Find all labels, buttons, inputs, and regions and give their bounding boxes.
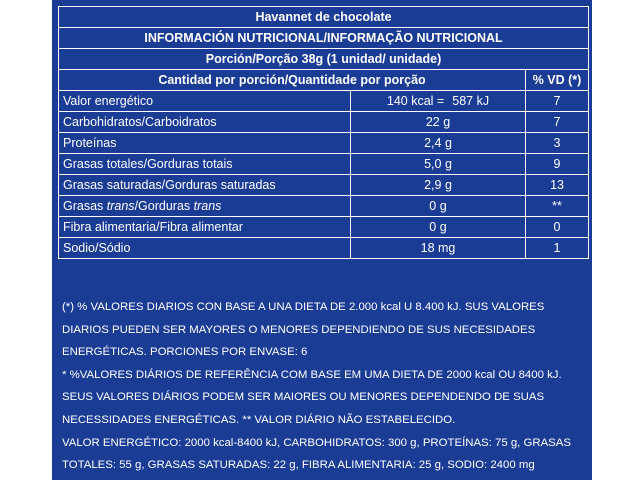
nutrient-amount: 0 g — [350, 195, 526, 217]
nutrient-amount: 140 kcal = 587 kJ — [350, 90, 526, 112]
amount-column-header: Cantidad por porción/Quantidade por porç… — [58, 69, 526, 91]
table-row: Grasas saturadas/Gorduras saturadas 2,9 … — [58, 174, 590, 196]
table-row: Fibra alimentaria/Fibra alimentar 0 g 0 — [58, 216, 590, 238]
nutrient-label: Carbohidratos/Carboidratos — [58, 111, 351, 133]
nutrient-dv: 13 — [524, 174, 590, 196]
nutrient-dv: 9 — [524, 153, 590, 175]
table-row: Carbohidratos/Carboidratos 22 g 7 — [58, 111, 590, 133]
nutrient-label: Grasas saturadas/Gorduras saturadas — [58, 174, 351, 196]
nutrient-amount: 0 g — [350, 216, 526, 238]
section-title: INFORMACIÓN NUTRICIONAL/INFORMAÇÃO NUTRI… — [57, 27, 590, 49]
table-row: Valor energético 140 kcal = 587 kJ 7 — [58, 90, 590, 112]
dv-column-header: % VD (*) — [524, 69, 590, 91]
trans-label-part: Grasas — [63, 198, 107, 213]
nutrient-dv: 1 — [524, 237, 590, 259]
table-row: Grasas trans/Gorduras trans 0 g ** — [58, 195, 590, 217]
table-row: Proteínas 2,4 g 3 — [58, 132, 590, 154]
nutrient-label: Fibra alimentaria/Fibra alimentar — [58, 216, 351, 238]
nutrient-label: Sodio/Sódio — [58, 237, 351, 259]
table-row: Grasas totales/Gorduras totais 5,0 g 9 — [58, 153, 590, 175]
table-header-row: Cantidad por porción/Quantidade por porç… — [58, 69, 590, 91]
nutrient-dv: 0 — [524, 216, 590, 238]
trans-label-part: trans — [106, 198, 135, 213]
nutrient-dv: ** — [524, 195, 590, 217]
nutrient-amount: 5,0 g — [350, 153, 526, 175]
nutrient-amount: 18 mg — [350, 237, 526, 259]
serving-size: Porción/Porção 38g (1 unidad/ unidade) — [57, 48, 590, 70]
energy-kcal: 140 kcal = — [386, 93, 445, 108]
nutrient-dv: 7 — [524, 111, 590, 133]
nutrient-label: Valor energético — [58, 90, 351, 112]
nutrient-label: Grasas totales/Gorduras totais — [58, 153, 351, 175]
footnote-reference-values: VALOR ENERGÉTICO: 2000 kcal-8400 kJ, CAR… — [62, 436, 571, 472]
footnote-portuguese: * %VALORES DIÁRIOS DE REFERÊNCIA COM BAS… — [62, 368, 562, 426]
nutrient-dv: 3 — [524, 132, 590, 154]
nutrient-label: Grasas trans/Gorduras trans — [58, 195, 351, 217]
table-row: Sodio/Sódio 18 mg 1 — [58, 237, 590, 259]
nutrition-table: Havannet de chocolate INFORMACIÓN NUTRIC… — [57, 6, 590, 259]
nutrition-label-panel: Havannet de chocolate INFORMACIÓN NUTRIC… — [52, 0, 592, 480]
footnotes: (*) % VALORES DIARIOS CON BASE A UNA DIE… — [62, 296, 586, 477]
nutrient-label: Proteínas — [58, 132, 351, 154]
energy-kj: 587 kJ — [452, 93, 490, 108]
trans-label-part: /Gorduras — [134, 198, 194, 213]
product-name: Havannet de chocolate — [57, 6, 590, 28]
footnote-spanish: (*) % VALORES DIARIOS CON BASE A UNA DIE… — [62, 301, 545, 359]
nutrient-amount: 2,4 g — [350, 132, 526, 154]
nutrient-amount: 2,9 g — [350, 174, 526, 196]
trans-label-part: trans — [193, 198, 222, 213]
nutrient-amount: 22 g — [350, 111, 526, 133]
nutrient-dv: 7 — [524, 90, 590, 112]
